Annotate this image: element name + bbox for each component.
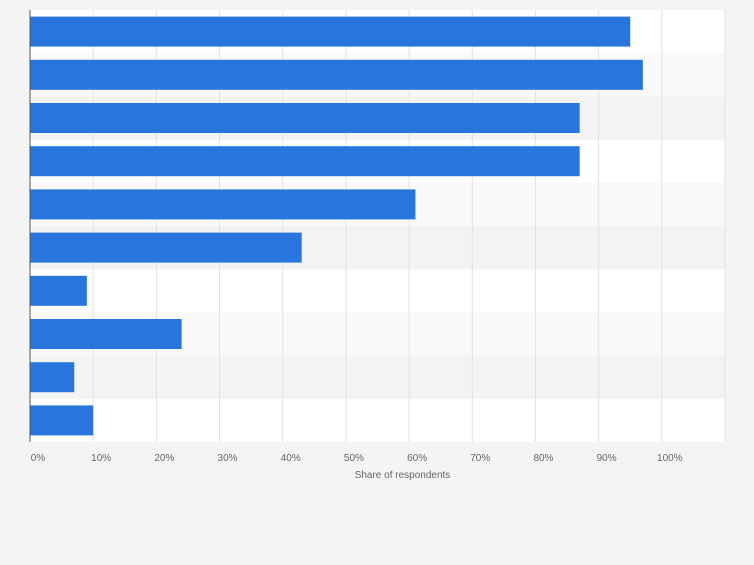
x-tick-label: 90% [597,453,617,464]
row-band [30,269,725,313]
x-axis-tick-labels: 0% 10% 20% 30% 40% 50% 60% 70% 80% 90% 100% [31,453,683,464]
x-tick-label: 70% [470,453,490,464]
bar[interactable] [30,405,94,436]
bar[interactable] [30,103,580,133]
x-tick-label: 40% [281,453,301,464]
x-tick-label: 100% [657,453,683,464]
row-band [30,355,725,399]
x-tick-label: 20% [154,453,174,464]
x-tick-label: 0% [31,453,46,464]
bar[interactable] [30,362,75,393]
x-axis-label: Share of respondents [355,470,451,481]
x-tick-label: 60% [407,453,427,464]
bar[interactable] [30,16,631,47]
x-tick-label: 50% [344,453,364,464]
bar[interactable] [30,275,87,306]
bar[interactable] [30,59,643,90]
row-band [30,398,725,442]
bar[interactable] [30,232,302,263]
x-tick-label: 10% [91,453,111,464]
bar[interactable] [30,189,416,220]
bar[interactable] [30,146,580,177]
bars [30,16,643,436]
bar[interactable] [30,319,182,349]
x-tick-label: 80% [533,453,553,464]
x-tick-label: 30% [218,453,238,464]
